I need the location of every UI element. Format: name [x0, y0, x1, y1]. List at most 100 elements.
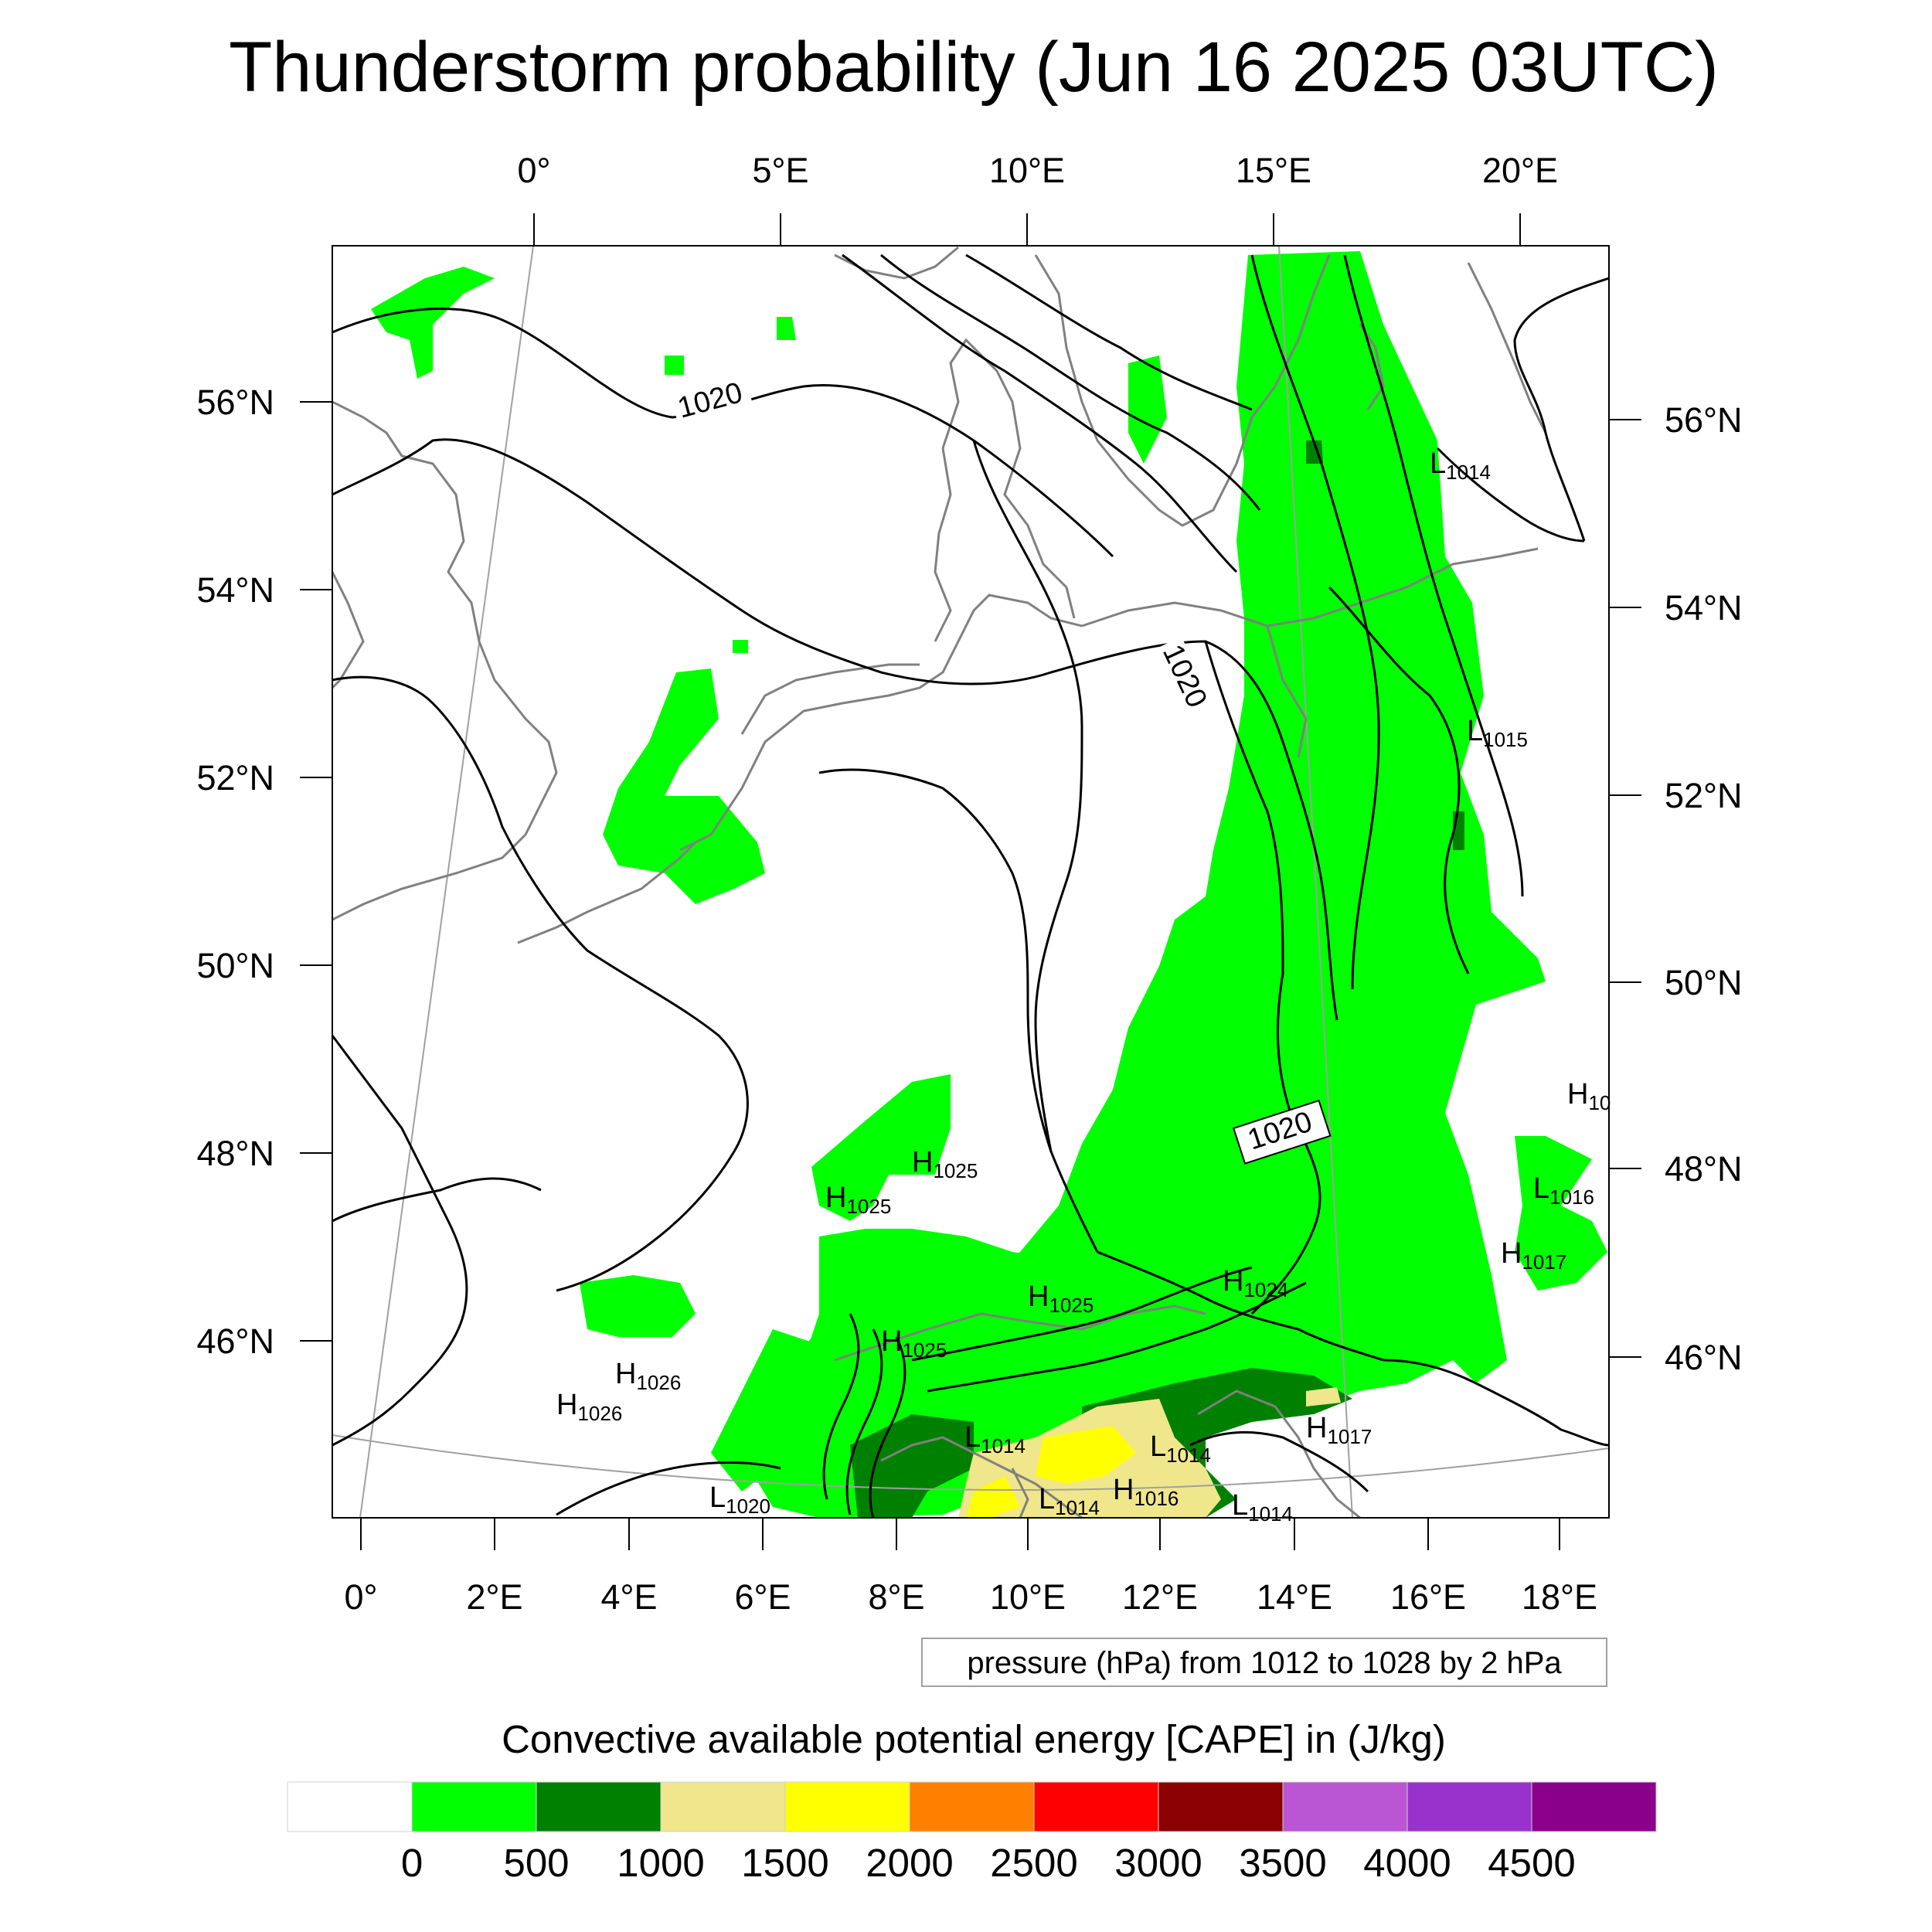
contour-label-box: [670, 376, 754, 429]
graticule-meridian-15e: [1278, 246, 1353, 1518]
bottom-lon-label: 18°E: [1522, 1577, 1597, 1617]
bottom-longitude-labels: 0° 2°E 4°E 6°E 8°E 10°E 12°E 14°E 16°E 1…: [344, 1577, 1597, 1617]
contour-line-7: [1250, 254, 1380, 990]
colorbar-swatch: [287, 1781, 413, 1832]
coast-great-britain: [332, 400, 558, 921]
contour-label-box: [1232, 1099, 1332, 1165]
right-lat-label: 46°N: [1665, 1338, 1743, 1377]
bottom-lon-label: 16°E: [1390, 1577, 1466, 1617]
cape-area-hungary: [1515, 1136, 1607, 1291]
bottom-lon-label: 8°E: [868, 1577, 924, 1617]
colorbar: Convective available potential energy [C…: [287, 1717, 1657, 1885]
right-lat-label: 56°N: [1665, 400, 1743, 440]
contour-line-5: [332, 438, 1338, 1021]
left-lat-label: 48°N: [196, 1134, 274, 1173]
colorbar-tick-label: 1000: [617, 1841, 704, 1885]
bottom-lon-label: 14°E: [1257, 1577, 1332, 1617]
graticule-meridian-0: [359, 246, 534, 1518]
contour-line-14: [332, 1035, 468, 1447]
pressure-center-label: H1026: [556, 1389, 622, 1425]
colorbar-tick-label: 0: [401, 1841, 423, 1885]
pressure-center-label: H1017: [1501, 1237, 1566, 1274]
bottom-longitude-ticks: [360, 1518, 1560, 1550]
pressure-center-label: H10: [1567, 1078, 1611, 1114]
pressure-center-label: L1014: [1232, 1489, 1293, 1526]
cape-area-small-2: [777, 317, 796, 340]
colorbar-tick-label: 1500: [741, 1841, 828, 1885]
pressure-center-label: L1014: [964, 1421, 1026, 1458]
colorbar-tick-label: 4000: [1363, 1841, 1451, 1885]
graticule: [332, 246, 1609, 1518]
pressure-center-label: H1024: [1223, 1265, 1288, 1301]
left-lat-label: 54°N: [196, 570, 274, 610]
left-latitude-ticks: [300, 401, 332, 1342]
colorbar-swatch: [1158, 1781, 1284, 1832]
cape-area-southwest: [711, 1329, 835, 1492]
pressure-contours: [332, 253, 1609, 1518]
colorbar-swatches: [287, 1781, 1657, 1832]
pressure-note-text: pressure (hPa) from 1012 to 1028 by 2 hP…: [967, 1646, 1562, 1680]
top-lon-label: 5°E: [752, 151, 808, 190]
cape-area-france-south: [580, 1275, 696, 1337]
cape-area-denmark-patch: [1128, 355, 1167, 464]
bottom-lon-label: 2°E: [466, 1577, 522, 1617]
colorbar-tick-labels: 0 500 1000 1500 2000 2500 3000 3500 4000 4500: [401, 1841, 1576, 1885]
pressure-center-label: H1025: [912, 1146, 978, 1182]
bottom-lon-label: 4°E: [600, 1577, 657, 1617]
contour-line-11: [1328, 586, 1470, 975]
colorbar-swatch: [909, 1781, 1035, 1832]
cape-area-adriatic-khaki: [1306, 1387, 1341, 1406]
border-germany-poland: [1266, 625, 1308, 758]
colorbar-swatch: [1033, 1781, 1159, 1832]
pressure-center-label: H1025: [1028, 1281, 1094, 1317]
contour-line-25: [1189, 1430, 1369, 1493]
pressure-center-label: H1016: [1113, 1474, 1179, 1510]
contour-line-19: [822, 1313, 860, 1500]
colorbar-swatch: [411, 1781, 537, 1832]
right-lat-label: 50°N: [1665, 963, 1743, 1002]
map-panel: 0° 5°E 10°E 15°E 20°E 0° 2°E 4°E 6°E 8°E…: [196, 151, 1742, 1617]
left-lat-label: 52°N: [196, 758, 274, 798]
contour-label-box: [1151, 636, 1215, 721]
pressure-note: pressure (hPa) from 1012 to 1028 by 2 hP…: [921, 1638, 1607, 1687]
right-lat-label: 48°N: [1665, 1149, 1743, 1189]
coast-france-north: [517, 841, 697, 944]
contour-line-3: [880, 253, 1261, 511]
left-lat-label: 56°N: [196, 383, 274, 422]
coast-italy-west: [880, 1436, 1083, 1518]
cape-area-sardinia-yellow: [966, 1476, 1020, 1518]
coast-baltic-south: [1081, 547, 1539, 628]
coast-denmark: [934, 338, 1076, 642]
cape-shading: [371, 251, 1607, 1518]
top-longitude-labels: 0° 5°E 10°E 15°E 20°E: [517, 151, 1558, 190]
coast-corsica: [1011, 1468, 1029, 1518]
left-lat-label: 50°N: [196, 946, 274, 985]
coast-netherlands: [740, 663, 920, 735]
map-frame: [332, 245, 1610, 1519]
bottom-lon-label: 12°E: [1122, 1577, 1198, 1617]
contour-line-16: [818, 768, 1099, 1253]
pressure-center-label: L1016: [1533, 1172, 1594, 1209]
figure-title: Thunderstorm probability (Jun 16 2025 03…: [229, 28, 1719, 107]
coast-sweden-south: [1034, 254, 1331, 527]
top-longitude-ticks: [533, 213, 1521, 246]
left-latitude-labels: 56°N 54°N 52°N 50°N 48°N 46°N: [196, 383, 274, 1361]
pressure-center-label: L1014: [1150, 1430, 1211, 1467]
contour-line-10: [1513, 277, 1609, 542]
contour-line-21: [869, 1336, 906, 1518]
pressure-center-labels: L1014 L1015 H10 L1016 H1017 H1025 H1025 …: [556, 447, 1611, 1526]
colorbar-tick-label: 3500: [1239, 1841, 1326, 1885]
cape-area-small-3: [733, 640, 748, 653]
coast-benelux-germany: [679, 594, 1083, 852]
contour-line-15: [972, 440, 1083, 1152]
right-latitude-labels: 56°N 54°N 52°N 50°N 48°N 46°N: [1665, 400, 1743, 1377]
top-lon-label: 0°: [517, 151, 550, 190]
contour-line-8: [1343, 254, 1524, 897]
right-lat-label: 54°N: [1665, 588, 1743, 628]
contour-line-24: [556, 1461, 781, 1516]
contour-line-22: [911, 1266, 1253, 1362]
pressure-note-box: [921, 1638, 1607, 1687]
colorbar-swatch: [660, 1781, 786, 1832]
colorbar-title: Convective available potential energy [C…: [502, 1717, 1446, 1761]
